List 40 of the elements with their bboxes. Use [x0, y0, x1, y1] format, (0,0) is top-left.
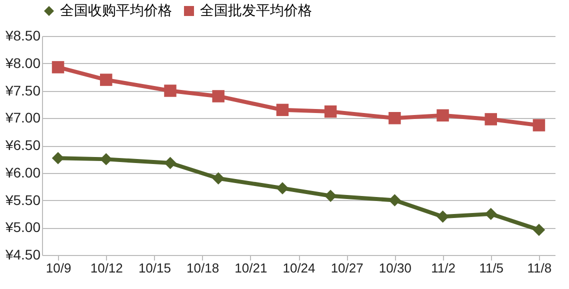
point	[484, 208, 497, 220]
y-tick-label: ¥7.00	[4, 110, 41, 126]
point	[324, 105, 337, 118]
point	[388, 194, 401, 206]
point	[436, 210, 449, 223]
y-tick-label: ¥5.00	[4, 219, 41, 236]
y-tick-label: ¥7.50	[4, 82, 41, 98]
point	[532, 119, 546, 132]
point	[388, 112, 401, 124]
x-tick-label: 11/5	[479, 260, 504, 276]
y-tick-label: ¥5.50	[4, 192, 41, 208]
point	[484, 113, 497, 126]
x-tick-label: 10/24	[282, 260, 316, 276]
y-tick-label: ¥8.50	[4, 28, 41, 44]
x-tick-label: 10/9	[46, 260, 72, 276]
x-tick-label: 10/18	[186, 260, 220, 276]
point	[436, 109, 449, 122]
point	[100, 74, 112, 86]
point	[276, 104, 289, 116]
y-tick-label: ¥6.00	[4, 164, 41, 180]
x-tick-label: 10/30	[378, 260, 412, 276]
y-tick-label: ¥8.00	[4, 54, 41, 71]
point	[212, 172, 224, 184]
point	[324, 190, 337, 202]
x-tick-label: 11/8	[527, 260, 552, 276]
point	[164, 84, 176, 97]
point	[164, 156, 176, 170]
y-tick-label: ¥6.50	[4, 137, 41, 153]
x-tick-label: 10/21	[234, 260, 268, 276]
point	[532, 224, 546, 236]
x-tick-label: 10/12	[90, 260, 123, 276]
legend-label: 全国批发平均价格	[200, 3, 312, 19]
point	[212, 90, 224, 102]
legend-label: 全国收购平均价格	[60, 3, 172, 19]
x-tick-label: 10/15	[138, 260, 171, 276]
point	[276, 182, 289, 194]
x-tick-label: 11/2	[431, 260, 456, 276]
y-tick-label: ¥4.50	[4, 246, 41, 262]
point	[52, 61, 64, 74]
x-tick-label: 10/27	[330, 260, 364, 276]
